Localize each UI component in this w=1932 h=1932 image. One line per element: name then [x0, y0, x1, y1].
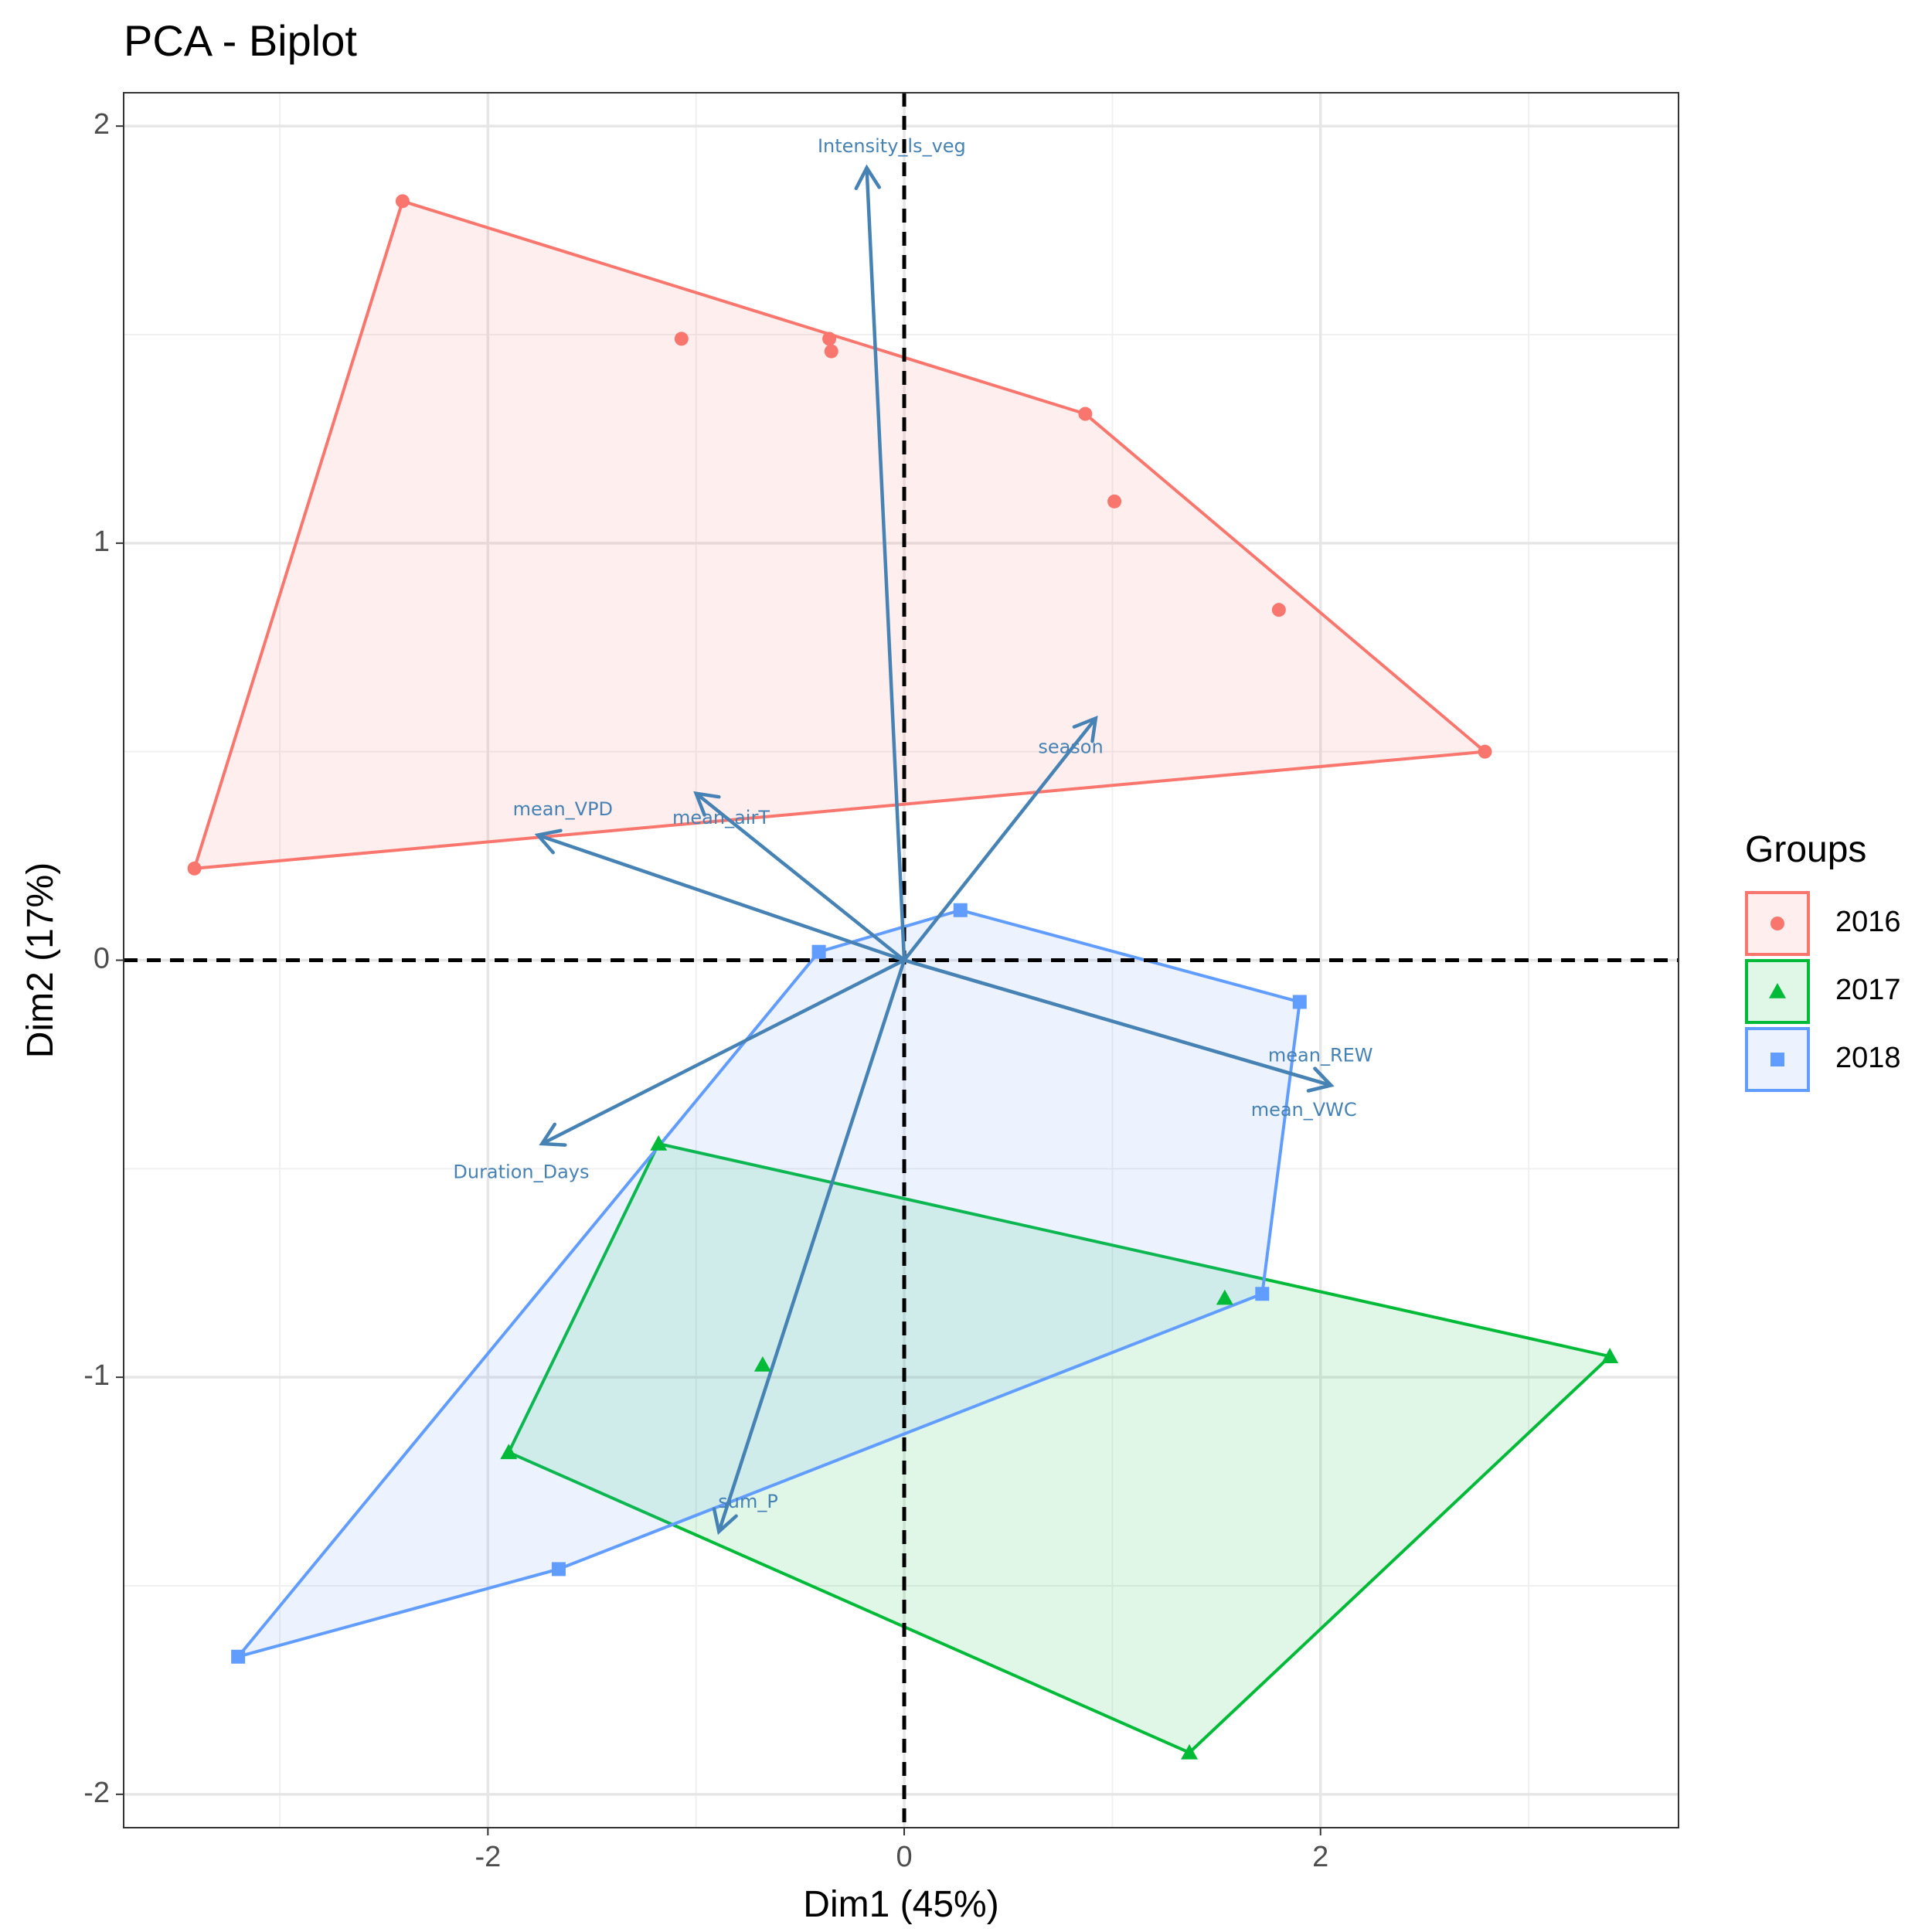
- y-tick-label: 1: [94, 526, 110, 558]
- arrow-sum_P: [712, 959, 906, 1536]
- variable-label-mean_REW: mean_REW: [1268, 1045, 1373, 1066]
- point-2018: [231, 1649, 246, 1664]
- arrow-shaft: [695, 791, 906, 962]
- variable-label-Intensity_ls_veg: Intensity_ls_veg: [818, 135, 966, 157]
- hull-2016: [192, 199, 1487, 870]
- arrow-shaft: [541, 958, 906, 1145]
- point-2016: [1478, 744, 1492, 759]
- point-2016: [1078, 406, 1093, 421]
- variable-label-season: season: [1038, 736, 1103, 757]
- point-2017: [753, 1355, 771, 1372]
- arrow-shaft: [865, 168, 906, 961]
- arrow-head: [693, 791, 721, 817]
- legend-key-symbol: [1769, 983, 1786, 998]
- arrow-mean_airT: [693, 791, 906, 962]
- arrow-mean_VPD: [534, 828, 905, 962]
- individual-points: [187, 194, 1619, 1760]
- arrow-head: [712, 1507, 738, 1536]
- point-2017: [1181, 1743, 1199, 1760]
- arrow-head: [539, 1122, 567, 1147]
- point-2016: [1107, 494, 1122, 509]
- arrow-shaft: [903, 958, 1332, 1087]
- arrow-head: [1306, 1066, 1335, 1093]
- point-2017: [500, 1444, 518, 1460]
- arrow-head: [854, 164, 882, 191]
- arrow-season: [903, 715, 1098, 961]
- variable-label-mean_VPD: mean_VPD: [513, 798, 613, 820]
- point-2016: [395, 194, 410, 209]
- x-tick-label: -2: [474, 1841, 501, 1873]
- point-2018: [551, 1562, 566, 1577]
- legend-item-2016: 2016: [1745, 891, 1901, 956]
- arrow-shaft: [903, 717, 1097, 961]
- variable-label-sum_P: sum_P: [718, 1491, 778, 1512]
- point-2016: [824, 344, 838, 359]
- arrow-head: [1072, 715, 1098, 743]
- variable-arrows: [534, 164, 1335, 1536]
- point-2016: [187, 861, 202, 876]
- legend-label: 2018: [1835, 1042, 1901, 1074]
- axis-ticks: -2 0 2 -2 -1 0 1 2: [83, 108, 1328, 1873]
- point-2017: [1216, 1289, 1233, 1305]
- y-tick-label: -2: [83, 1777, 110, 1809]
- point-2016: [1271, 603, 1286, 617]
- arrow-head: [534, 828, 563, 855]
- point-2018: [1292, 995, 1307, 1009]
- group-hulls: [192, 199, 1612, 1754]
- x-tick-label: 0: [896, 1841, 912, 1873]
- y-axis-title: Dim2 (17%): [20, 862, 61, 1058]
- y-tick-label: 0: [94, 943, 110, 975]
- variable-label-Duration_Days: Duration_Days: [453, 1162, 589, 1183]
- x-tick-label: 2: [1312, 1841, 1328, 1873]
- variable-label-mean_airT: mean_airT: [672, 807, 770, 828]
- x-axis-title: Dim1 (45%): [803, 1884, 998, 1925]
- legend-title: Groups: [1745, 829, 1866, 870]
- point-2016: [674, 332, 689, 346]
- arrow-shaft: [717, 959, 906, 1532]
- point-2017: [1601, 1348, 1619, 1363]
- legend: Groups 2016 2017 2018: [1745, 829, 1901, 1092]
- legend-item-2017: 2017: [1745, 959, 1901, 1024]
- point-2018: [811, 944, 826, 959]
- arrow-Intensity_ls_veg: [854, 164, 906, 961]
- legend-key-symbol: [1770, 1053, 1784, 1066]
- y-tick-label: 2: [94, 108, 110, 141]
- point-2017: [650, 1134, 668, 1151]
- arrow-Duration_Days: [539, 958, 906, 1147]
- point-2016: [822, 332, 837, 346]
- arrow-mean_VWC: [903, 958, 1335, 1093]
- legend-item-2018: 2018: [1745, 1027, 1901, 1092]
- point-2018: [1255, 1287, 1270, 1301]
- legend-key-symbol: [1770, 917, 1784, 930]
- chart-title: PCA - Biplot: [124, 16, 357, 65]
- variable-label-mean_VWC: mean_VWC: [1251, 1099, 1357, 1121]
- legend-label: 2016: [1835, 906, 1901, 938]
- point-2018: [953, 903, 968, 917]
- legend-label: 2017: [1835, 974, 1901, 1006]
- y-tick-label: -1: [83, 1359, 110, 1392]
- arrow-shaft: [537, 833, 905, 962]
